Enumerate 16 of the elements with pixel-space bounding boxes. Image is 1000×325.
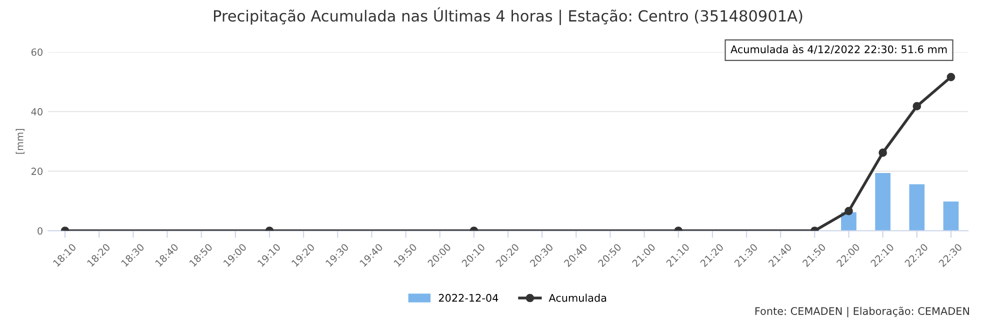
y-tick-label: 0 [38,227,42,235]
point [912,102,922,110]
bar [875,172,890,231]
point [946,72,956,82]
annotation: Acumulada às 4/12/2022 22:30: 51.6 mm [730,44,947,54]
legend-label: 2022-12-04 [438,294,498,302]
bar [909,184,925,231]
y-axis-title: [mm] [16,128,24,154]
legend-label: Acumulada [548,294,606,302]
point [878,148,887,157]
bar [943,202,959,231]
y-tick-label: 20 [31,168,42,175]
y-tick-label: 40 [31,108,42,116]
source-note: Fonte: CEMADEN | Elaboração: CEMADEN [755,306,969,318]
chart-title: Precipitação Acumulada nas Últimas 4 horas | Estação: Centro (351480901A) [214,7,802,26]
y-tick-label: 60 [31,48,42,56]
